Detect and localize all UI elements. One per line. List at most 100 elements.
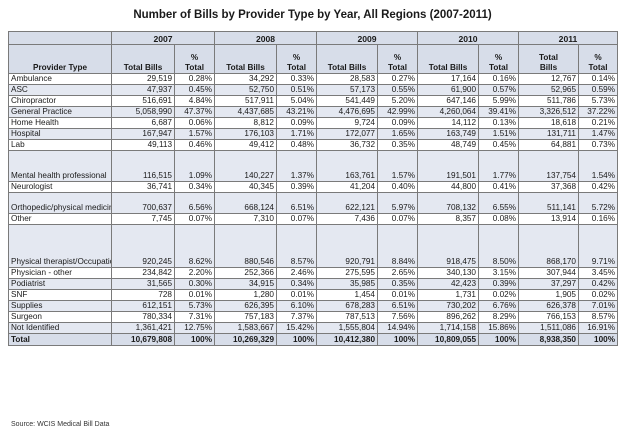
pct-total-cell: 1.57% <box>174 128 215 140</box>
total-bills-sum-cell: 10,809,055 <box>417 333 479 346</box>
pct-total-cell: 0.07% <box>377 213 418 225</box>
pct-total-cell: 0.45% <box>174 84 215 96</box>
pct-total-cell: 0.46% <box>174 139 215 151</box>
pct-total-cell: 0.07% <box>276 213 317 225</box>
year-2009: 2009 <box>316 31 418 45</box>
total-row: Total 10,679,808 100% 10,269,329 100% 10,412,… <box>8 333 618 346</box>
total-bills-cell: 612,151 <box>111 300 175 312</box>
total-bills-cell: 41,204 <box>316 181 378 193</box>
pct-total-cell: 5.97% <box>377 192 418 214</box>
pct-total-cell: 0.48% <box>276 139 317 151</box>
total-bills-cell: 47,937 <box>111 84 175 96</box>
table-row: Physician - other 234,842 2.20% 252,366 2.46… <box>8 267 618 279</box>
total-bills-sum-cell: 10,679,808 <box>111 333 175 346</box>
pct-total-cell: 1.09% <box>174 150 215 182</box>
table-row: General Practice 5,058,990 47.37% 4,437,685… <box>8 106 618 118</box>
pct-total-cell: 7.31% <box>174 311 215 323</box>
total-bills-cell: 36,741 <box>111 181 175 193</box>
total-bills-cell: 163,749 <box>417 128 479 140</box>
total-bills-cell: 340,130 <box>417 267 479 279</box>
total-bills-cell: 37,368 <box>518 181 579 193</box>
pct-total-cell: 43.21% <box>276 106 317 118</box>
total-bills-cell: 18,618 <box>518 117 579 129</box>
pct-total-cell: 5.20% <box>377 95 418 107</box>
provider-type-cell: ASC <box>8 84 112 96</box>
source-note: Source: WCIS Medical Bill Data <box>11 421 110 428</box>
pct-total-header: % Total <box>276 44 317 74</box>
total-bills-cell: 511,141 <box>518 192 579 214</box>
table-row: Chiropractor 516,691 4.84% 517,911 5.04% 541,… <box>8 95 618 107</box>
provider-type-cell: Supplies <box>8 300 112 312</box>
pct-total-cell: 1.57% <box>377 150 418 182</box>
pct-total-cell: 6.51% <box>377 300 418 312</box>
pct-total-cell: 15.86% <box>478 322 519 334</box>
pct-total-cell: 0.08% <box>478 213 519 225</box>
total-bills-cell: 172,077 <box>316 128 378 140</box>
provider-type-cell: Physical therapist/Occupational therapis… <box>8 224 112 268</box>
total-bills-cell: 678,283 <box>316 300 378 312</box>
total-bills-cell: 1,555,804 <box>316 322 378 334</box>
total-label: Total <box>8 333 112 346</box>
pct-total-sum-cell: 100% <box>377 333 418 346</box>
year-header-row: 2007 2008 2009 2010 2011 <box>8 31 618 45</box>
total-bills-cell: 622,121 <box>316 192 378 214</box>
total-bills-cell: 7,745 <box>111 213 175 225</box>
pct-total-cell: 0.01% <box>276 289 317 301</box>
total-bills-cell: 668,124 <box>214 192 277 214</box>
year-2010: 2010 <box>417 31 519 45</box>
pct-total-cell: 0.02% <box>478 289 519 301</box>
pct-total-cell: 8.50% <box>478 224 519 268</box>
total-bills-cell: 626,395 <box>214 300 277 312</box>
pct-total-cell: 0.01% <box>174 289 215 301</box>
total-bills-cell: 1,905 <box>518 289 579 301</box>
total-bills-cell: 6,687 <box>111 117 175 129</box>
total-bills-cell: 787,513 <box>316 311 378 323</box>
pct-total-cell: 7.37% <box>276 311 317 323</box>
total-bills-cell: 48,749 <box>417 139 479 151</box>
pct-total-cell: 0.14% <box>578 73 618 85</box>
pct-total-cell: 42.99% <box>377 106 418 118</box>
table-row: Other 7,745 0.07% 7,310 0.07% 7,436 0.07% 8,357… <box>8 213 618 225</box>
provider-type-cell: Physician - other <box>8 267 112 279</box>
pct-total-cell: 39.41% <box>478 106 519 118</box>
total-bills-cell: 163,761 <box>316 150 378 182</box>
total-bills-cell: 511,786 <box>518 95 579 107</box>
total-bills-cell: 52,750 <box>214 84 277 96</box>
year-2008: 2008 <box>214 31 317 45</box>
provider-type-cell: Home Health <box>8 117 112 129</box>
pct-total-cell: 0.13% <box>478 117 519 129</box>
table-row: Home Health 6,687 0.06% 8,812 0.09% 9,724 0.09… <box>8 117 618 129</box>
pct-total-cell: 2.65% <box>377 267 418 279</box>
pct-total-cell: 0.41% <box>478 181 519 193</box>
pct-total-cell: 2.46% <box>276 267 317 279</box>
bills-table: 2007 2008 2009 2010 2011 Provider Type T… <box>8 31 618 346</box>
total-bills-cell: 49,412 <box>214 139 277 151</box>
total-bills-sum-cell: 8,938,350 <box>518 333 579 346</box>
pct-total-header: % Total <box>174 44 215 74</box>
total-bills-cell: 42,423 <box>417 278 479 290</box>
pct-total-cell: 6.56% <box>174 192 215 214</box>
pct-total-cell: 1.51% <box>478 128 519 140</box>
total-bills-cell: 40,345 <box>214 181 277 193</box>
total-bills-cell: 1,361,421 <box>111 322 175 334</box>
pct-total-cell: 1.77% <box>478 150 519 182</box>
pct-total-header: % Total <box>578 44 618 74</box>
pct-total-cell: 3.15% <box>478 267 519 279</box>
provider-type-cell: Neurologist <box>8 181 112 193</box>
pct-total-cell: 5.72% <box>578 192 618 214</box>
total-bills-cell: 1,280 <box>214 289 277 301</box>
pct-total-sum-cell: 100% <box>578 333 618 346</box>
pct-total-cell: 7.56% <box>377 311 418 323</box>
pct-total-cell: 0.39% <box>478 278 519 290</box>
total-bills-cell: 728 <box>111 289 175 301</box>
pct-total-cell: 8.84% <box>377 224 418 268</box>
total-bills-cell: 708,132 <box>417 192 479 214</box>
column-header-row: Provider Type Total Bills % Total Total B… <box>8 44 618 74</box>
pct-total-cell: 1.37% <box>276 150 317 182</box>
provider-type-header: Provider Type <box>8 44 112 74</box>
pct-total-cell: 0.21% <box>578 117 618 129</box>
total-bills-cell: 700,637 <box>111 192 175 214</box>
provider-type-cell: Ambulance <box>8 73 112 85</box>
total-bills-cell: 176,103 <box>214 128 277 140</box>
